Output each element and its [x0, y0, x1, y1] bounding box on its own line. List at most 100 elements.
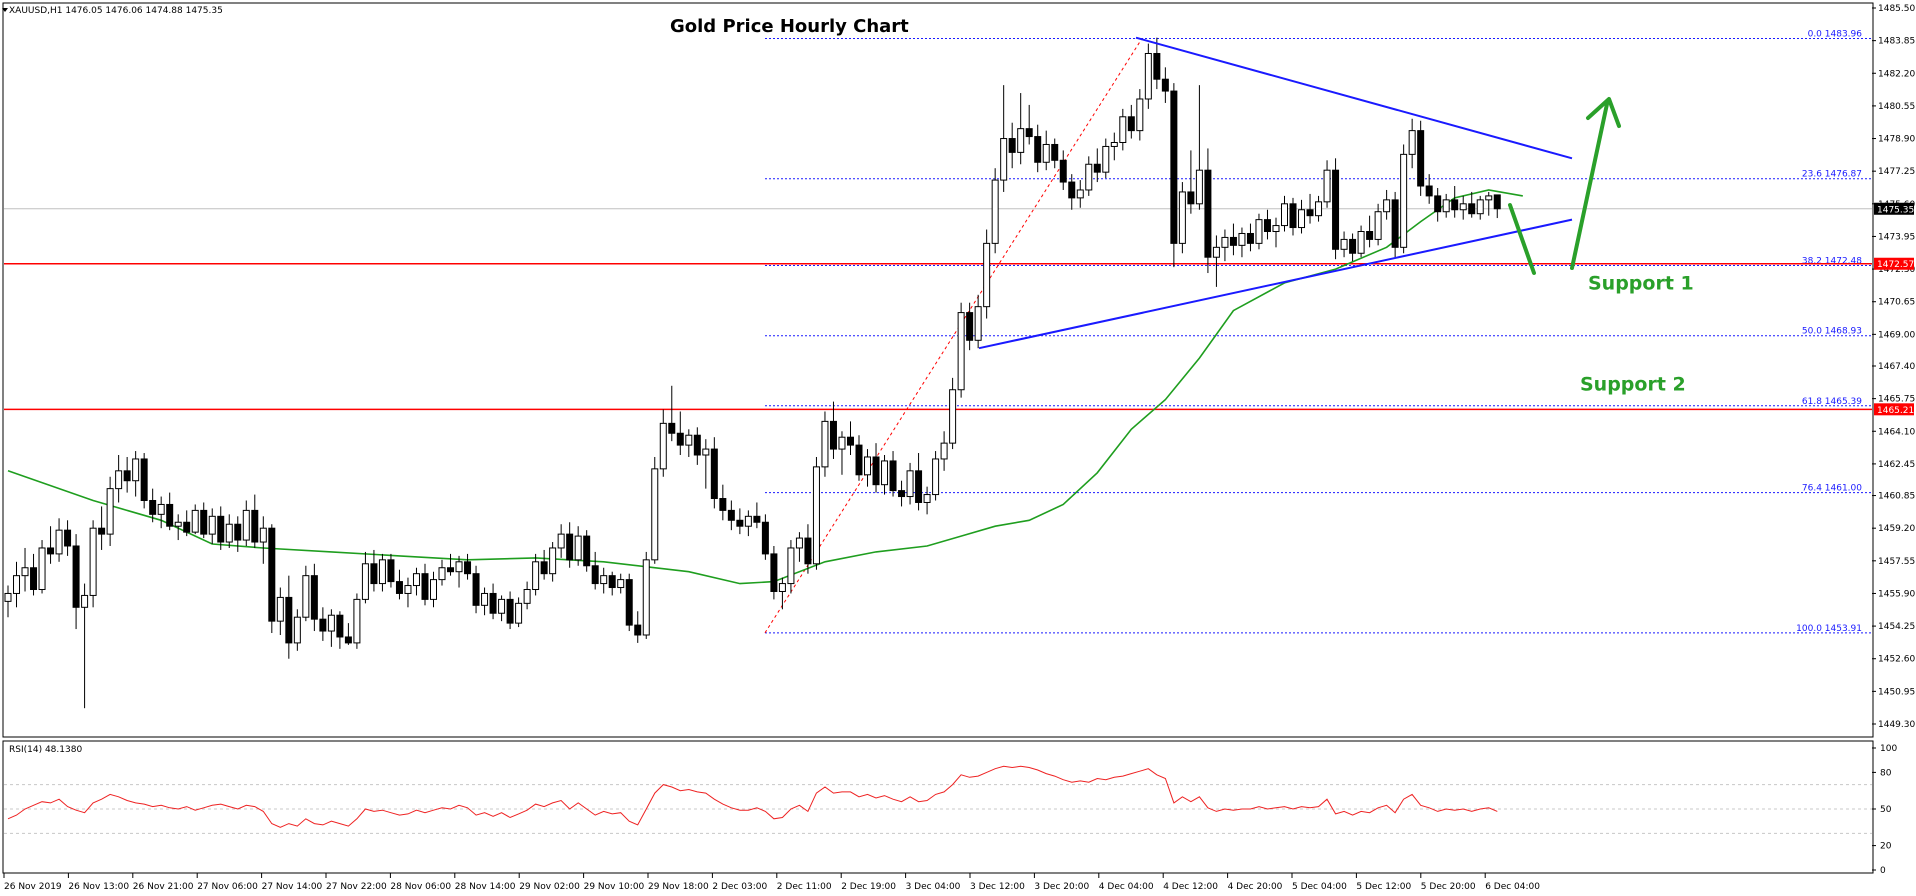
candle-body	[251, 509, 259, 543]
candle-body	[761, 521, 769, 555]
x-tick-label: 4 Dec 12:00	[1163, 882, 1218, 892]
candle-body	[81, 594, 89, 608]
candle-body	[430, 579, 437, 600]
candle	[778, 577, 786, 610]
price-axis: 1485.50 1483.85 1482.20 1480.55 1478.90 1477.…	[1872, 4, 1915, 730]
rsi-panel-frame	[2, 740, 1874, 874]
candle	[1298, 199, 1306, 234]
candle	[217, 506, 225, 550]
candle-body	[464, 561, 472, 575]
candle	[566, 522, 574, 568]
x-tick-label: 28 Nov 06:00	[390, 882, 451, 892]
candle-body	[1017, 128, 1025, 153]
x-tick-label: 29 Nov 02:00	[519, 882, 580, 892]
candle	[881, 455, 889, 495]
candle-body	[336, 614, 344, 638]
candle-body	[191, 509, 199, 533]
candle	[242, 500, 250, 546]
candle	[676, 411, 684, 456]
candle-body	[370, 563, 378, 585]
candle	[1229, 223, 1237, 256]
candle	[906, 462, 914, 505]
candle-body	[668, 422, 676, 434]
candle-body	[1136, 98, 1144, 132]
x-tick-label: 26 Nov 13:00	[68, 882, 129, 892]
candle	[600, 567, 608, 594]
candle	[370, 549, 378, 592]
candle	[812, 456, 820, 570]
x-tick-label: 3 Dec 04:00	[906, 882, 961, 892]
candle-body	[804, 537, 812, 565]
candle-body	[1144, 52, 1152, 100]
candle	[1025, 104, 1033, 145]
candle	[1459, 195, 1467, 220]
candle-body	[47, 547, 55, 555]
candle	[1425, 174, 1433, 204]
candle	[1417, 120, 1425, 196]
candle-body	[157, 503, 165, 515]
candle	[191, 504, 199, 535]
trendline-lower	[978, 218, 1573, 350]
candle	[174, 514, 182, 541]
rsi-label: RSI(14) 48.1380	[9, 745, 82, 755]
x-tick-label: 28 Nov 14:00	[455, 882, 516, 892]
candle	[276, 587, 284, 635]
candle	[1212, 235, 1220, 287]
candle	[608, 571, 616, 596]
y-tick-label: 1465.75	[1878, 395, 1915, 405]
y-tick-label: 1473.95	[1878, 232, 1915, 242]
y-tick-label: 1480.55	[1878, 102, 1915, 112]
up-arrow-head-icon	[1586, 97, 1621, 128]
candle-body	[642, 559, 650, 636]
candle	[234, 516, 242, 552]
candle	[89, 520, 97, 608]
candle-body	[55, 529, 63, 555]
x-tick-label: 26 Nov 21:00	[133, 882, 194, 892]
candle	[140, 453, 148, 509]
candle-body	[276, 596, 284, 622]
candle-body	[166, 503, 174, 527]
current-price-label: 1475.35	[1877, 205, 1914, 215]
candle-body	[1400, 153, 1408, 248]
candle-body	[64, 529, 72, 547]
candle	[1349, 233, 1357, 262]
candle	[846, 421, 854, 456]
candle	[1144, 43, 1152, 109]
candle-body	[319, 618, 327, 632]
candle	[719, 484, 727, 521]
candle	[1366, 215, 1374, 248]
candle-body	[21, 567, 29, 577]
candle-body	[353, 598, 361, 644]
y-tick-label: 1462.45	[1878, 460, 1915, 470]
candle-body	[498, 598, 506, 614]
candle-body	[1195, 169, 1203, 205]
candle	[1434, 187, 1442, 222]
candle	[753, 502, 761, 529]
candle	[583, 530, 591, 572]
candle	[302, 565, 310, 622]
candle-body	[540, 561, 548, 575]
candle-body	[1170, 90, 1178, 244]
candle	[991, 168, 999, 254]
candle	[659, 409, 667, 477]
x-tick-label: 27 Nov 06:00	[197, 882, 258, 892]
candle-body	[149, 499, 157, 515]
candle-body	[1468, 203, 1476, 215]
time-axis: 26 Nov 2019 26 Nov 13:00 26 Nov 21:00 27 No…	[3, 873, 1540, 892]
candle-body	[132, 458, 140, 482]
candle-body	[1374, 211, 1382, 240]
candle-body	[1493, 194, 1501, 210]
candle-body	[1476, 199, 1484, 215]
candle	[21, 547, 29, 592]
candle	[293, 609, 301, 651]
candles-layer	[4, 37, 1501, 709]
symbol-info: XAUUSD,H1 1476.05 1476.06 1474.88 1475.3…	[9, 6, 223, 16]
y-tick-label: 1469.00	[1878, 330, 1915, 340]
candle	[489, 583, 497, 620]
candle	[183, 510, 191, 537]
candle	[106, 476, 114, 546]
candle-body	[991, 179, 999, 244]
candle-body	[1263, 219, 1271, 233]
